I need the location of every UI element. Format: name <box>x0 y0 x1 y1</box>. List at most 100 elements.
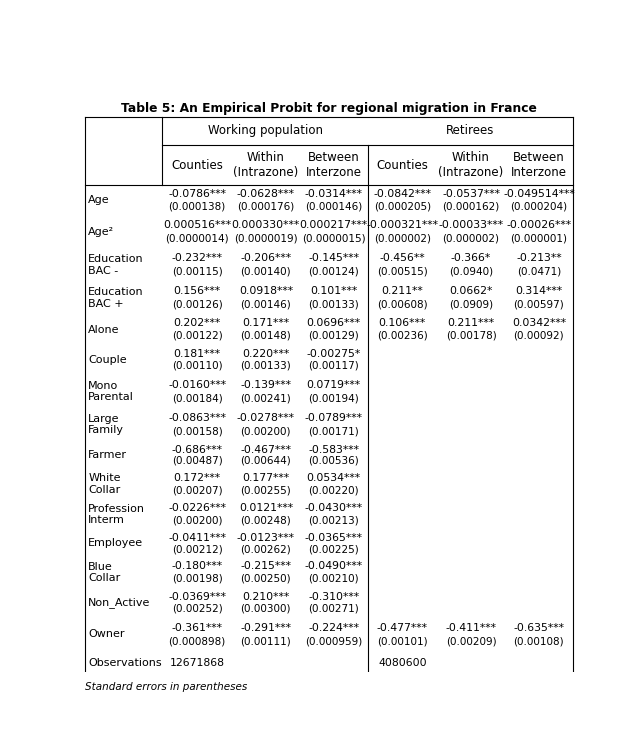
Text: -0.635***: -0.635*** <box>514 623 564 633</box>
Text: (0.00248): (0.00248) <box>241 516 291 525</box>
Text: -0.366*: -0.366* <box>451 253 491 263</box>
Text: (0.00101): (0.00101) <box>377 636 428 646</box>
Text: 0.0342***: 0.0342*** <box>512 319 566 328</box>
Text: -0.0789***: -0.0789*** <box>305 413 363 423</box>
Text: 0.0662*: 0.0662* <box>449 286 492 296</box>
Text: (0.000959): (0.000959) <box>305 636 362 646</box>
Text: (0.00207): (0.00207) <box>172 485 223 495</box>
Text: Table 5: An Empirical Probit for regional migration in France: Table 5: An Empirical Probit for regiona… <box>121 102 537 116</box>
Text: -0.232***: -0.232*** <box>171 253 223 263</box>
Text: -0.0863***: -0.0863*** <box>168 413 226 423</box>
Text: (0.00129): (0.00129) <box>308 331 359 341</box>
Text: Alone: Alone <box>88 325 119 334</box>
Text: 0.000516***: 0.000516*** <box>163 220 231 230</box>
Text: (0.00148): (0.00148) <box>241 331 291 341</box>
Text: -0.215***: -0.215*** <box>240 562 291 572</box>
Text: 0.0121***: 0.0121*** <box>239 504 293 513</box>
Text: (0.00597): (0.00597) <box>514 300 564 310</box>
Text: (0.00608): (0.00608) <box>377 300 428 310</box>
Text: (0.00184): (0.00184) <box>172 393 223 403</box>
Text: 0.181***: 0.181*** <box>173 349 221 359</box>
Text: Blue
Collar: Blue Collar <box>88 562 121 584</box>
Text: (0.00210): (0.00210) <box>308 574 359 584</box>
Text: (0.00115): (0.00115) <box>172 267 223 276</box>
Text: (0.000138): (0.000138) <box>169 202 226 211</box>
Text: 0.211***: 0.211*** <box>447 319 494 328</box>
Text: Observations: Observations <box>88 658 162 668</box>
Text: Profession
Interm: Profession Interm <box>88 504 145 525</box>
Text: (0.00200): (0.00200) <box>172 516 223 525</box>
Text: -0.310***: -0.310*** <box>308 592 360 602</box>
Text: 0.202***: 0.202*** <box>173 319 221 328</box>
Text: -0.0537***: -0.0537*** <box>442 190 500 199</box>
Text: 0.171***: 0.171*** <box>242 319 290 328</box>
Text: 0.0719***: 0.0719*** <box>307 380 361 390</box>
Text: (0.00487): (0.00487) <box>172 456 223 466</box>
Text: (0.00092): (0.00092) <box>514 331 564 341</box>
Text: (0.00111): (0.00111) <box>241 636 291 646</box>
Text: 0.210***: 0.210*** <box>242 592 290 602</box>
Text: (0.0471): (0.0471) <box>517 267 561 276</box>
Text: -0.583***: -0.583*** <box>308 445 360 455</box>
Text: Retirees: Retirees <box>446 125 494 137</box>
Text: 12671868: 12671868 <box>169 658 225 668</box>
Text: (0.00146): (0.00146) <box>241 300 291 310</box>
Text: (0.00536): (0.00536) <box>308 456 359 466</box>
Text: (0.000001): (0.000001) <box>510 233 568 243</box>
Text: (0.00515): (0.00515) <box>377 267 428 276</box>
Text: Within
(Intrazone): Within (Intrazone) <box>438 151 503 179</box>
Text: 0.106***: 0.106*** <box>379 319 426 328</box>
Text: Education
BAC -: Education BAC - <box>88 254 144 276</box>
Text: -0.0226***: -0.0226*** <box>168 504 226 513</box>
Text: (0.00108): (0.00108) <box>514 636 564 646</box>
Text: Farmer: Farmer <box>88 450 127 460</box>
Text: (0.00225): (0.00225) <box>308 544 359 554</box>
Text: (0.00262): (0.00262) <box>241 544 291 554</box>
Text: (0.00178): (0.00178) <box>446 331 496 341</box>
Text: -0.0365***: -0.0365*** <box>305 533 363 543</box>
Text: (0.00271): (0.00271) <box>308 604 359 614</box>
Text: 0.156***: 0.156*** <box>173 286 221 296</box>
Text: (0.00255): (0.00255) <box>241 485 291 495</box>
Text: (0.00124): (0.00124) <box>308 267 359 276</box>
Text: (0.00252): (0.00252) <box>172 604 223 614</box>
Text: -0.000321***: -0.000321*** <box>367 220 438 230</box>
Text: 0.0696***: 0.0696*** <box>307 319 361 328</box>
Text: (0.00158): (0.00158) <box>172 427 223 436</box>
Text: -0.180***: -0.180*** <box>171 562 223 572</box>
Text: Counties: Counties <box>171 159 223 171</box>
Text: (0.00117): (0.00117) <box>308 361 359 371</box>
Text: (0.0000015): (0.0000015) <box>302 233 365 243</box>
Text: (0.00198): (0.00198) <box>172 574 223 584</box>
Text: (0.00250): (0.00250) <box>241 574 291 584</box>
Text: (0.000146): (0.000146) <box>305 202 362 211</box>
Text: 0.177***: 0.177*** <box>242 473 290 483</box>
Text: (0.0000014): (0.0000014) <box>166 233 229 243</box>
Text: Standard errors in parentheses: Standard errors in parentheses <box>85 683 247 692</box>
Text: (0.00140): (0.00140) <box>241 267 291 276</box>
Text: -0.00033***: -0.00033*** <box>438 220 503 230</box>
Text: (0.00220): (0.00220) <box>308 485 359 495</box>
Text: Employee: Employee <box>88 538 143 548</box>
Text: 0.0918***: 0.0918*** <box>239 286 293 296</box>
Text: White
Collar: White Collar <box>88 473 121 495</box>
Text: (0.00194): (0.00194) <box>308 393 359 403</box>
Text: -0.686***: -0.686*** <box>171 445 223 455</box>
Text: -0.467***: -0.467*** <box>240 445 291 455</box>
Text: 0.172***: 0.172*** <box>173 473 221 483</box>
Text: Age²: Age² <box>88 226 114 237</box>
Text: (0.00200): (0.00200) <box>241 427 291 436</box>
Text: -0.291***: -0.291*** <box>240 623 291 633</box>
Text: Counties: Counties <box>376 159 428 171</box>
Text: -0.00026***: -0.00026*** <box>507 220 571 230</box>
Text: -0.456**: -0.456** <box>379 253 425 263</box>
Text: 0.0534***: 0.0534*** <box>307 473 361 483</box>
Text: -0.145***: -0.145*** <box>308 253 360 263</box>
Text: -0.411***: -0.411*** <box>446 623 496 633</box>
Text: (0.00236): (0.00236) <box>377 331 428 341</box>
Text: -0.0842***: -0.0842*** <box>374 190 431 199</box>
Text: -0.361***: -0.361*** <box>171 623 223 633</box>
Text: -0.0786***: -0.0786*** <box>168 190 226 199</box>
Text: (0.00209): (0.00209) <box>446 636 496 646</box>
Text: 0.220***: 0.220*** <box>242 349 290 359</box>
